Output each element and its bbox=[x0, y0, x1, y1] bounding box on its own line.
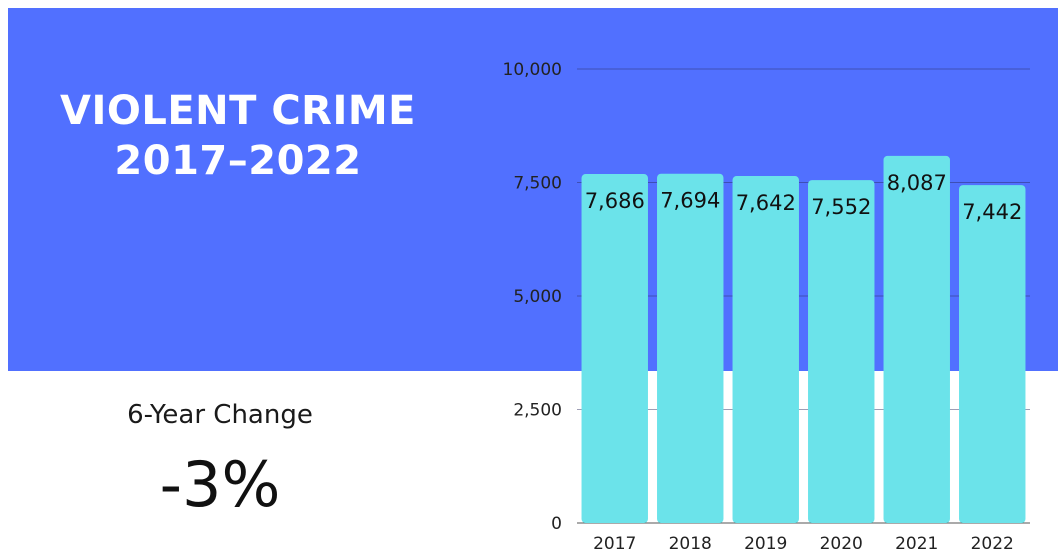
bar-2021 bbox=[883, 155, 950, 523]
bar-2017 bbox=[581, 174, 648, 523]
x-axis-ticks: 2017 2018 2019 2020 2021 2022 bbox=[593, 534, 1014, 554]
value-label-2021: 8,087 bbox=[887, 171, 947, 195]
x-tick-label-2018: 2018 bbox=[669, 534, 712, 554]
value-label-2017: 7,686 bbox=[585, 189, 645, 213]
bar-2018 bbox=[657, 173, 724, 524]
value-label-2018: 7,694 bbox=[660, 189, 720, 213]
x-tick-label-2019: 2019 bbox=[744, 534, 787, 554]
change-value: -3% bbox=[159, 448, 281, 521]
title-line-2: 2017–2022 bbox=[114, 138, 362, 184]
value-label-2022: 7,442 bbox=[962, 200, 1022, 224]
title-line-1: VIOLENT CRIME bbox=[59, 88, 416, 134]
x-tick-label-2022: 2022 bbox=[971, 534, 1014, 554]
bars bbox=[581, 155, 1026, 524]
bar-2020 bbox=[808, 180, 875, 523]
value-label-2020: 7,552 bbox=[811, 195, 871, 219]
x-tick-label-2017: 2017 bbox=[593, 534, 636, 554]
value-labels: 7,686 7,694 7,642 7,552 8,087 7,442 bbox=[585, 171, 1023, 224]
y-tick-label: 2,500 bbox=[513, 401, 562, 421]
page-title: VIOLENT CRIME 2017–2022 bbox=[28, 86, 448, 186]
bar-2019 bbox=[732, 176, 799, 523]
change-label: 6-Year Change bbox=[127, 400, 313, 430]
x-tick-label-2020: 2020 bbox=[820, 534, 863, 554]
y-axis-ticks: 0 2,500 5,000 7,500 10,000 bbox=[503, 60, 562, 534]
y-tick-label: 0 bbox=[551, 514, 562, 534]
y-tick-label: 10,000 bbox=[503, 60, 562, 80]
x-tick-label-2021: 2021 bbox=[895, 534, 938, 554]
y-tick-label: 5,000 bbox=[513, 287, 562, 307]
value-label-2019: 7,642 bbox=[736, 191, 796, 215]
header-band bbox=[8, 8, 1058, 371]
bar-2022 bbox=[959, 185, 1026, 524]
grid-lines bbox=[577, 68, 1030, 524]
y-tick-label: 7,500 bbox=[513, 174, 562, 194]
